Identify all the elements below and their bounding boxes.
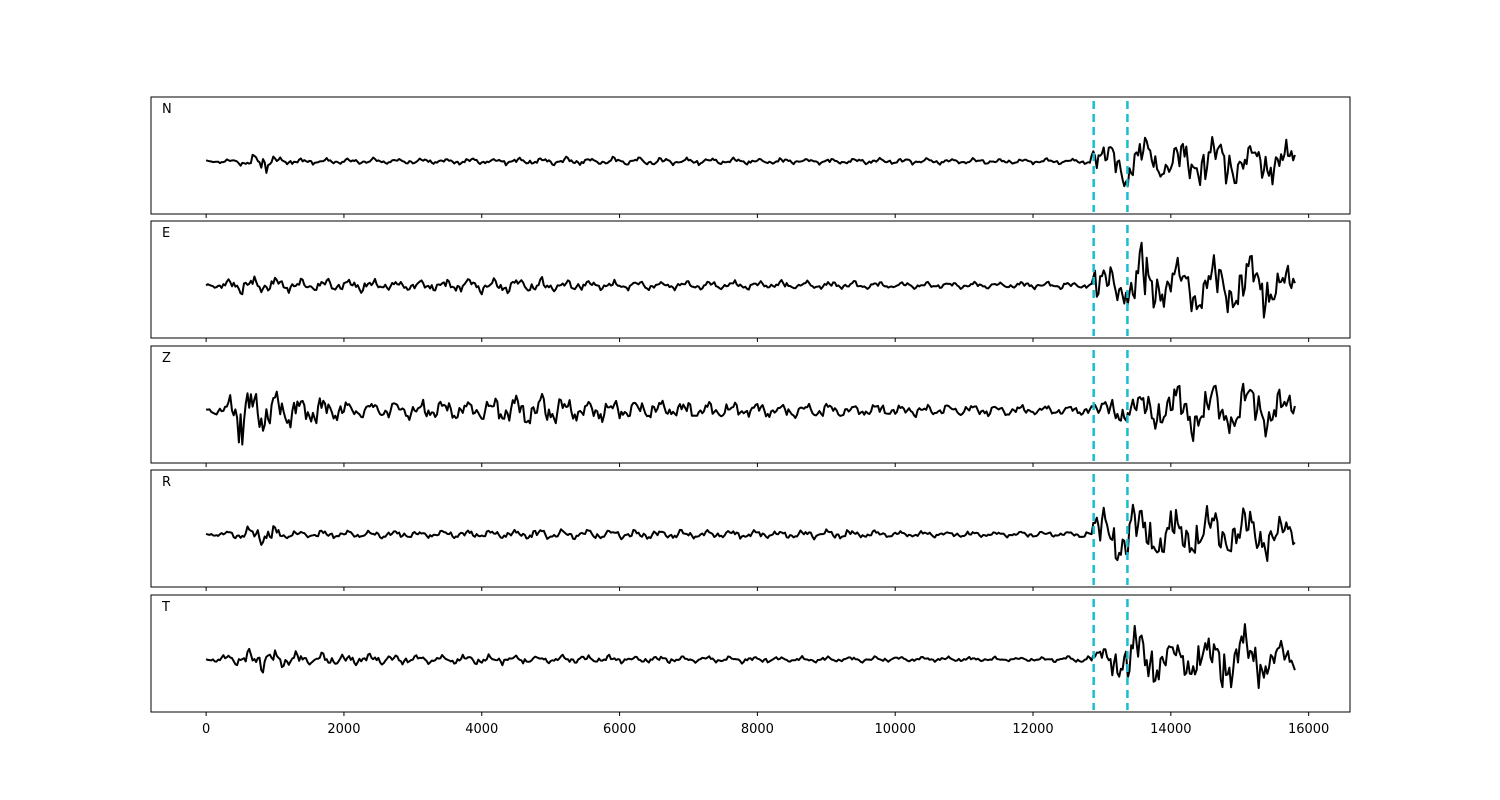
x-tick-label: 6000 <box>603 722 636 737</box>
waveform-r <box>205 503 1296 562</box>
panel-label: N <box>162 102 172 117</box>
panel-n: N <box>150 96 1351 218</box>
panel-e: E <box>150 220 1351 342</box>
panel-r: R <box>150 469 1351 591</box>
panel-t: T <box>150 594 1351 716</box>
panel-frame <box>150 96 1351 215</box>
x-tick-label: 16000 <box>1288 722 1329 737</box>
panel-z: Z <box>150 345 1351 467</box>
waveform-n <box>205 136 1296 188</box>
x-tick-label: 12000 <box>1012 722 1053 737</box>
panel-frame <box>150 220 1351 339</box>
component-panels: N E Z R T <box>150 96 1351 716</box>
panel-label: E <box>162 226 170 241</box>
x-tick-label: 2000 <box>327 722 360 737</box>
x-tick-label: 14000 <box>1150 722 1191 737</box>
x-axis: 0 2000 4000 6000 8000 10000 12000 14000 16000 <box>202 722 1329 737</box>
panel-label: Z <box>162 351 171 366</box>
panel-label: R <box>162 475 171 490</box>
panel-frame <box>150 345 1351 464</box>
waveform-z <box>206 382 1296 446</box>
waveform-e <box>205 241 1296 319</box>
x-tick-label: 10000 <box>875 722 916 737</box>
panel-label: T <box>161 600 170 615</box>
x-tick-label: 4000 <box>465 722 498 737</box>
waveform-t <box>205 623 1296 689</box>
x-tick-label: 0 <box>202 722 210 737</box>
panel-frame <box>150 594 1351 713</box>
panel-frame <box>150 469 1351 588</box>
x-tick-label: 8000 <box>741 722 774 737</box>
